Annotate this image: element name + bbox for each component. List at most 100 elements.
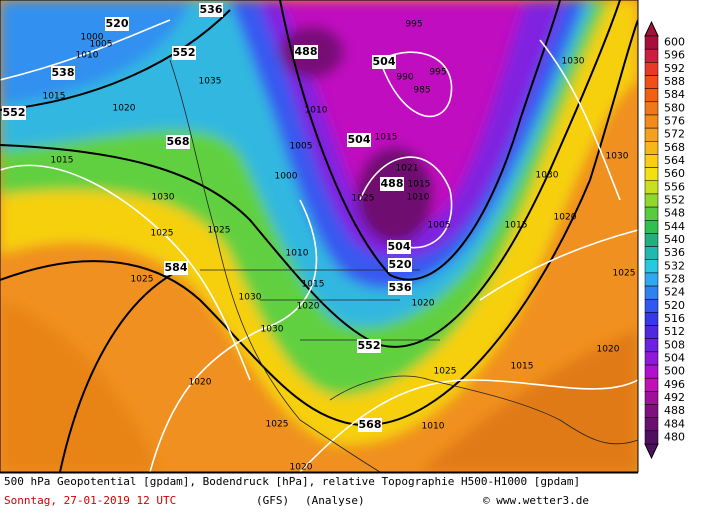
height-label: 504: [348, 133, 371, 146]
pressure-label: 1015: [408, 180, 431, 190]
pressure-label: 1030: [606, 152, 629, 162]
colorbar-arrow-top: [644, 20, 659, 37]
colorbar-cell: [644, 377, 659, 392]
pressure-label: 1010: [305, 106, 328, 116]
pressure-label: 995: [405, 20, 422, 30]
height-label-box: [358, 418, 382, 432]
colorbar-arrow-bottom: [644, 443, 659, 460]
colorbar-label: 484: [664, 417, 685, 430]
colorbar-cell: [644, 114, 659, 129]
height-label: 568: [167, 135, 190, 148]
pressure-label: 1010: [407, 193, 430, 203]
pressure-label: 1005: [428, 221, 451, 231]
height-label-box: [2, 106, 26, 120]
pressure-label: 1015: [375, 133, 398, 143]
height-label-box: [387, 240, 411, 254]
pressure-label: 1015: [505, 221, 528, 231]
pressure-label: 1020: [113, 104, 136, 114]
pressure-label: 1021: [396, 164, 419, 174]
colorbar-label: 512: [664, 325, 685, 338]
height-label-box: [199, 3, 223, 17]
pressure-label: 1020: [597, 345, 620, 355]
height-label-box: [172, 46, 196, 60]
pressure-label: 1000: [275, 172, 298, 182]
pressure-label: 995: [429, 68, 446, 78]
colorbar-cell: [644, 391, 659, 405]
colorbar-cell: [644, 48, 659, 63]
colorbar-label: 544: [664, 220, 685, 233]
colorbar-cell: [644, 272, 659, 287]
pressure-label: 1025: [434, 367, 457, 377]
pressure-label: 1020: [189, 378, 212, 388]
height-label: 538: [52, 66, 75, 79]
colorbar-cell: [644, 35, 659, 50]
footer-model: (GFS): [256, 494, 289, 507]
pressure-label: 1025: [352, 194, 375, 204]
coastlines: [169, 59, 638, 472]
height-label-box: [388, 281, 412, 295]
colorbar-label: 540: [664, 233, 685, 246]
colorbar-cell: [644, 101, 659, 116]
pressure-label: 1025: [208, 226, 231, 236]
colorbar-cell: [644, 62, 659, 76]
height-label-box: [347, 133, 371, 147]
colorbar-cell: [644, 167, 659, 182]
colorbar-label: 568: [664, 141, 685, 154]
colorbar-cell: [644, 246, 659, 260]
colorbar-cell: [644, 233, 659, 247]
colorbar-cell: [644, 75, 659, 89]
footer-description: 500 hPa Geopotential [gpdam], Bodendruck…: [4, 475, 580, 488]
height-fill: [0, 0, 638, 472]
pressure-label: 990: [396, 73, 413, 83]
pressure-label: 1030: [562, 57, 585, 67]
footer-analysis: (Analyse): [305, 494, 365, 507]
colorbar-label: 592: [664, 62, 685, 75]
colorbar-cell: [644, 127, 659, 142]
colorbar-cell: [644, 154, 659, 168]
height-label: 568: [359, 418, 382, 431]
colorbar-label: 572: [664, 128, 685, 141]
colorbar-cell: [644, 364, 659, 379]
colorbar-cell: [644, 417, 659, 432]
colorbar-label: 588: [664, 75, 685, 88]
pressure-label: 1020: [290, 463, 313, 473]
pressure-label: 1000: [81, 33, 104, 43]
pressure-label: 1030: [152, 193, 175, 203]
colorbar-label: 496: [664, 378, 685, 391]
colorbar-label: 516: [664, 312, 685, 325]
colorbar-cell: [644, 338, 659, 353]
colorbar-cell: [644, 141, 659, 155]
pressure-label: 1020: [554, 213, 577, 223]
colorbar-cell: [644, 430, 659, 445]
colorbar-cell: [644, 325, 659, 339]
footer-copyright: © www.wetter3.de: [483, 494, 589, 507]
pressure-label: 1025: [613, 269, 636, 279]
colorbar-label: 520: [664, 299, 685, 312]
pressure-label: 1025: [131, 275, 154, 285]
height-label: 536: [200, 3, 223, 16]
pressure-label: 1015: [51, 156, 74, 166]
colorbar-label: 556: [664, 180, 685, 193]
colorbar-cell: [644, 285, 659, 300]
colorbar-label: 528: [664, 272, 685, 285]
colorbar-cell: [644, 180, 659, 195]
colorbar-label: 580: [664, 101, 685, 114]
colorbar-label: 600: [664, 36, 685, 49]
colorbar-label: 500: [664, 365, 685, 378]
colorbar-label: 564: [664, 154, 685, 167]
pressure-label: 985: [413, 86, 430, 96]
height-label-box: [164, 261, 188, 275]
isobars: [0, 19, 638, 472]
pressure-label: 1015: [302, 280, 325, 290]
colorbar-cell: [644, 259, 659, 274]
height-label-box: [166, 135, 190, 149]
pressure-label: 1025: [266, 420, 289, 430]
height-label: 552: [3, 106, 26, 119]
colorbar-cell: [644, 193, 659, 208]
height-label-box: [294, 45, 318, 59]
height-label: 504: [373, 55, 396, 68]
pressure-label: 1030: [536, 171, 559, 181]
colorbar-cell: [644, 206, 659, 221]
colorbar-label: 584: [664, 88, 685, 101]
height-label: 584: [165, 261, 188, 274]
